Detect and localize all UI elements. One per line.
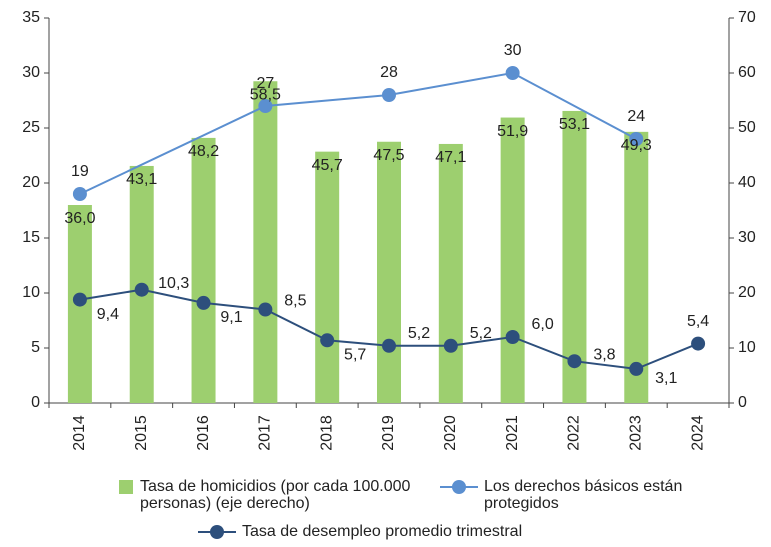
- point-label: 5,2: [470, 325, 492, 342]
- y2-tick-label: 50: [738, 119, 756, 136]
- x-tick-label: 2023: [627, 415, 644, 451]
- bar: [191, 137, 216, 403]
- marker: [629, 361, 644, 376]
- legend-swatch: [198, 525, 236, 539]
- point-label: 5,2: [408, 325, 430, 342]
- chart: 0 5 10 15 20 25 30 35 0 10 20 30 40 50 60 70 2014 2015 201…: [22, 9, 756, 451]
- x-tick-label: 2018: [318, 415, 335, 451]
- y-tick-label: 0: [31, 394, 40, 411]
- point-label: 24: [627, 108, 645, 125]
- y2-tick-label: 60: [738, 64, 756, 81]
- marker: [629, 132, 644, 146]
- x-tick-label: 2016: [195, 415, 212, 451]
- bar-label: 49,3: [621, 137, 652, 154]
- y2-tick-label: 30: [738, 229, 756, 246]
- line: [79, 71, 637, 195]
- point-label: 10,3: [158, 275, 189, 292]
- point-label: 9,1: [220, 309, 242, 326]
- y-tick-label: 5: [31, 339, 40, 356]
- y2-tick-label: 70: [738, 9, 756, 26]
- marker: [382, 88, 396, 102]
- bar-label: 53,1: [559, 116, 590, 133]
- x-tick-label: 2019: [380, 415, 397, 451]
- x-tick-label: 2014: [71, 415, 88, 451]
- marker: [258, 99, 273, 113]
- marker: [567, 354, 582, 369]
- marker: [691, 336, 706, 351]
- legend-item: Los derechos básicos están protegidos: [440, 478, 690, 512]
- marker: [134, 282, 149, 297]
- y-tick-label: 25: [22, 119, 40, 136]
- legend-item: Tasa de homicidios (por cada 100.000 per…: [118, 478, 418, 512]
- legend-swatch: [119, 480, 133, 494]
- point-label: 28: [380, 64, 398, 81]
- x-tick-label: 2021: [504, 415, 521, 451]
- legend-swatch: [440, 480, 478, 494]
- bar: [438, 143, 463, 403]
- x-tick-label: 2020: [442, 415, 459, 451]
- point-label: 5,7: [344, 347, 366, 364]
- x-tick-label: 2024: [689, 415, 706, 451]
- bar: [315, 151, 340, 403]
- marker: [72, 187, 87, 201]
- x-tick-label: 2022: [566, 415, 583, 451]
- point-label: 9,4: [97, 306, 119, 323]
- y2-tick-label: 0: [738, 394, 747, 411]
- marker: [505, 330, 520, 344]
- legend-label: Tasa de desempleo promedio trimestral: [242, 523, 523, 540]
- bar-label: 58,5: [250, 86, 281, 103]
- y-tick-label: 15: [22, 229, 40, 246]
- point-label: 3,8: [593, 346, 615, 363]
- bar-label: 51,9: [497, 123, 528, 140]
- y-tick-label: 20: [22, 174, 40, 191]
- y2-tick-label: 10: [738, 339, 756, 356]
- point-label: 5,4: [687, 313, 709, 330]
- point-label: 3,1: [655, 370, 677, 387]
- bar: [377, 141, 401, 403]
- x-tick-label: 2017: [257, 415, 274, 451]
- y-tick-label: 10: [22, 284, 40, 301]
- legend-label: Los derechos básicos están protegidos: [484, 478, 683, 512]
- bar: [253, 81, 278, 403]
- bar-label: 47,1: [435, 149, 466, 166]
- bar: [500, 117, 525, 404]
- bar: [624, 131, 649, 403]
- bar-label: 36,0: [64, 210, 95, 227]
- y-tick-label: 35: [22, 9, 40, 26]
- x-tick-label: 2015: [133, 415, 150, 451]
- point-label: 6,0: [532, 316, 554, 333]
- point-label: 8,5: [284, 293, 306, 310]
- bar-label: 43,1: [126, 171, 157, 188]
- legend-item: Tasa de desempleo promedio trimestral: [198, 523, 618, 541]
- bar-label: 45,7: [312, 157, 343, 174]
- marker: [505, 66, 520, 80]
- point-label: 19: [71, 163, 89, 180]
- y-tick-label: 30: [22, 64, 40, 81]
- marker: [258, 302, 273, 317]
- marker: [196, 295, 211, 310]
- y2-tick-label: 20: [738, 284, 756, 301]
- marker: [443, 338, 458, 353]
- bar-label: 48,2: [188, 143, 219, 160]
- y2-tick-label: 40: [738, 174, 756, 191]
- legend-label: Tasa de homicidios (por cada 100.000 per…: [140, 478, 411, 512]
- point-label: 27: [256, 75, 274, 92]
- marker: [382, 338, 396, 353]
- marker: [72, 292, 87, 307]
- bar-label: 47,5: [373, 147, 404, 164]
- point-label: 30: [504, 42, 522, 59]
- marker: [320, 333, 335, 348]
